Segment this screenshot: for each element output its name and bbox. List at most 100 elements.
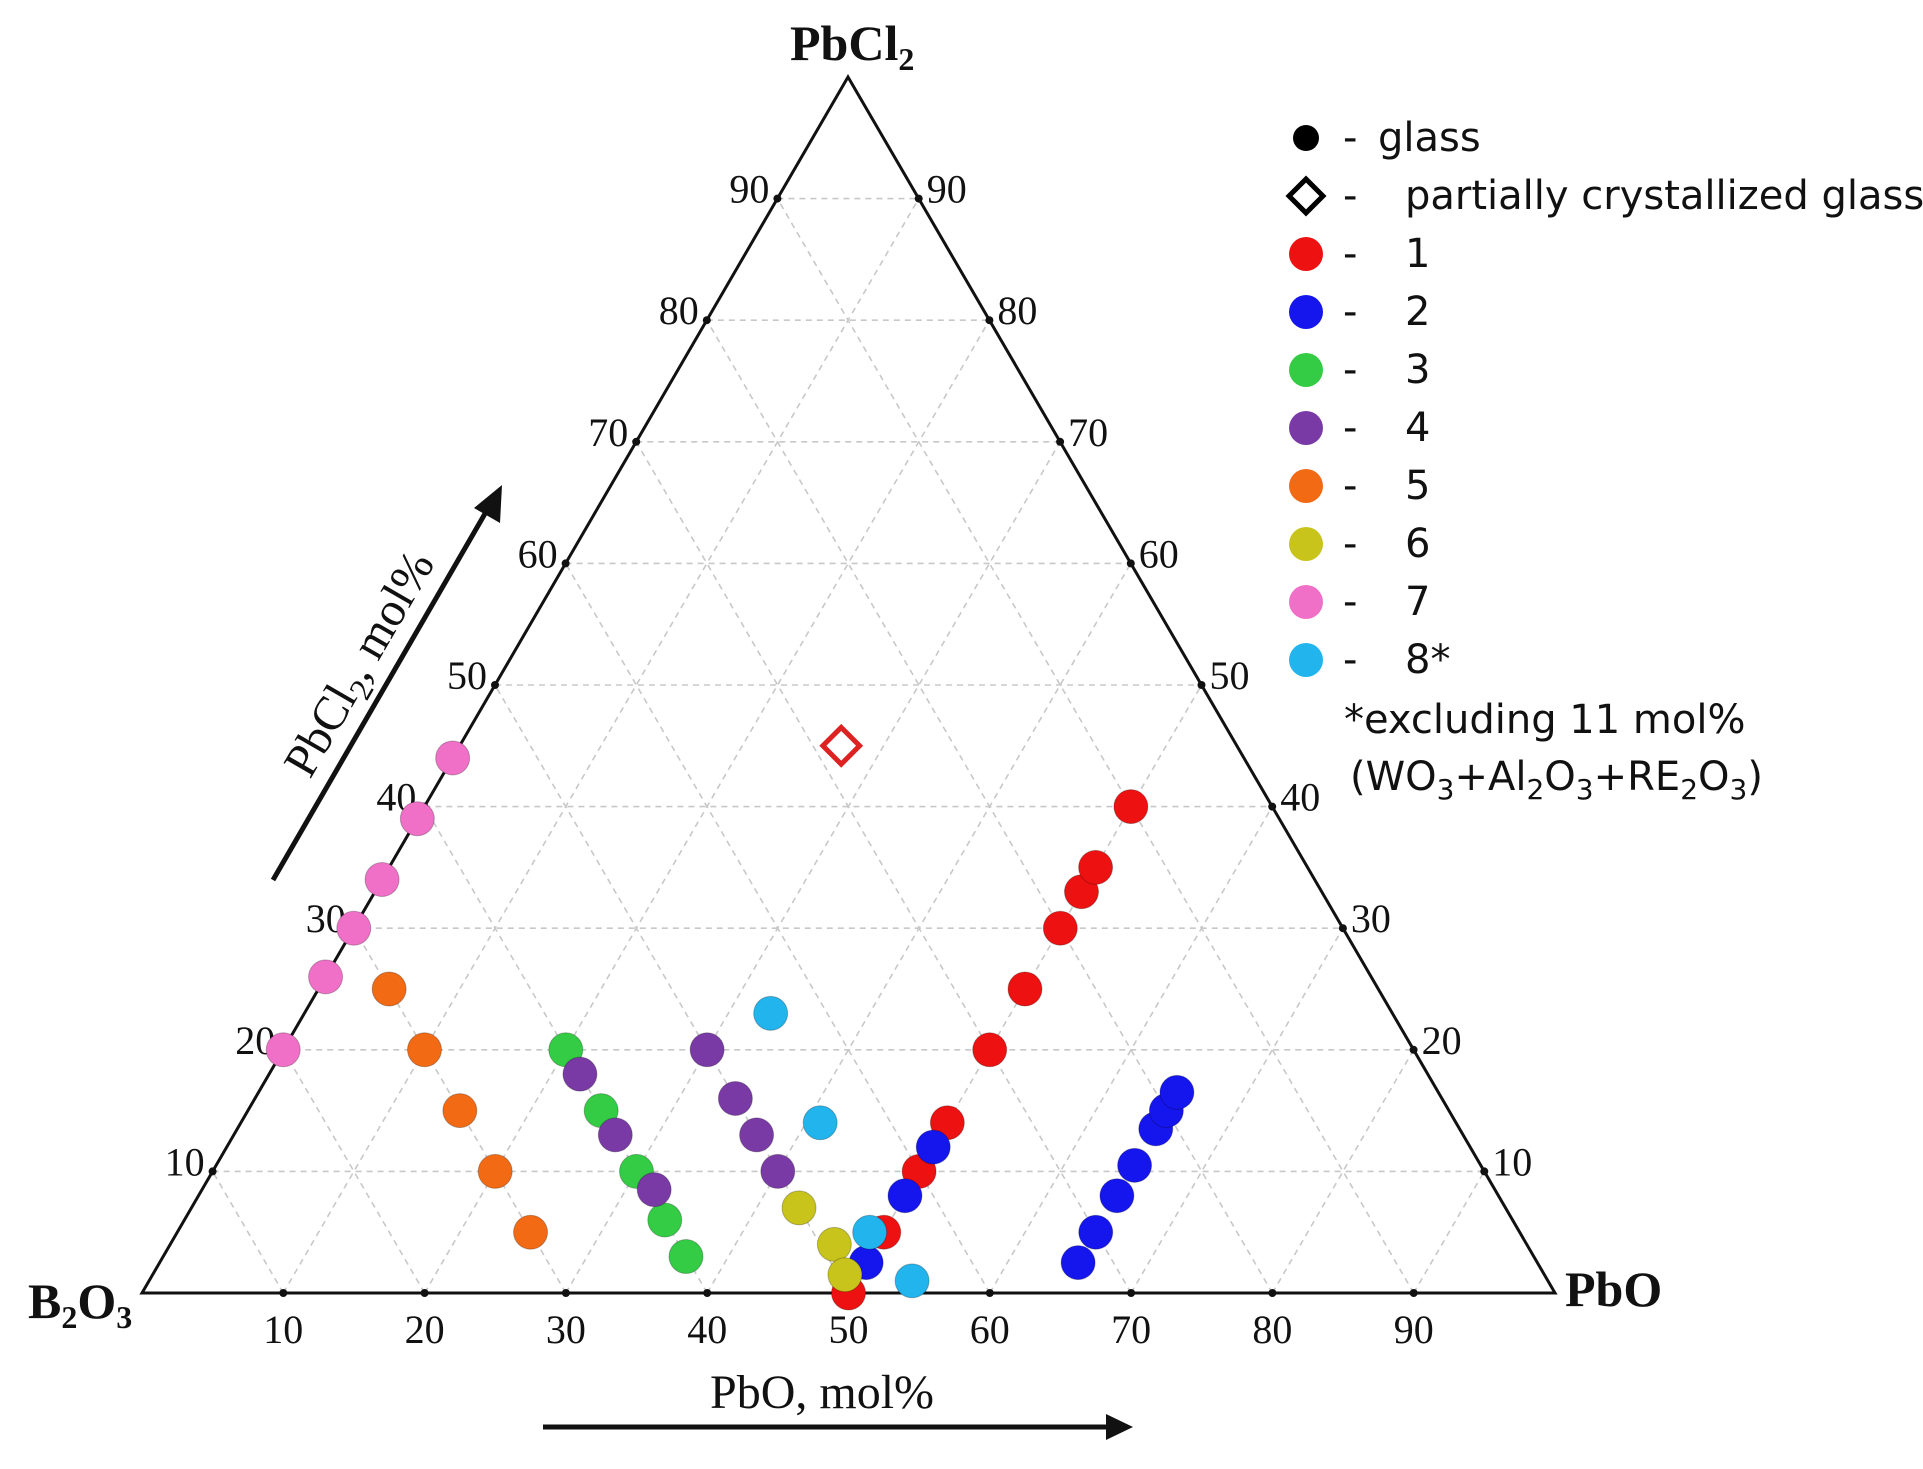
legend-label: 8* [1405, 637, 1450, 683]
right-tick-label: 10 [1492, 1139, 1532, 1184]
legend-dash: - [1343, 463, 1357, 509]
left-tick-dot [208, 1167, 217, 1176]
series-8-point [852, 1214, 888, 1250]
right-tick-dot [985, 316, 994, 325]
legend-dash: - [1343, 637, 1357, 683]
svg-text:PbCl2, mol%: PbCl2, mol% [274, 542, 450, 789]
series-5-point [371, 971, 407, 1007]
legend-dash: - [1343, 579, 1357, 625]
series-4-point [597, 1117, 633, 1153]
grid-line [1413, 1170, 1485, 1294]
grid-line [564, 562, 991, 1294]
series-1-point [1078, 849, 1114, 885]
left-tick-dot [773, 194, 782, 203]
series-7-point [308, 959, 344, 995]
series-2-point [1159, 1074, 1195, 1110]
legend: - glass-partially crystallized glass- 1- 2-… [1285, 115, 1923, 806]
series-3-point [647, 1202, 683, 1238]
series-1-point [972, 1032, 1008, 1068]
series-5-point [513, 1214, 549, 1250]
legend-label: 5 [1405, 463, 1430, 509]
right-tick-label: 60 [1139, 531, 1179, 576]
right-tick-label: 30 [1351, 896, 1391, 941]
right-tick-dot [1338, 924, 1347, 933]
legend-marker [1289, 643, 1323, 677]
legend-label: 1 [1405, 231, 1430, 277]
series-4-point [562, 1056, 598, 1092]
bottom-axis-title: PbO, mol% [710, 1366, 934, 1419]
bottom-tick-label: 80 [1252, 1307, 1292, 1352]
left-tick-label: 50 [447, 653, 487, 698]
grid-line [494, 684, 850, 1294]
left-tick-dot [491, 681, 499, 689]
bottom-tick-dot [1127, 1289, 1136, 1297]
series-1-point [1113, 789, 1149, 825]
series-7-point [265, 1032, 301, 1068]
right-tick-label: 20 [1422, 1018, 1462, 1063]
grid-line [211, 1170, 284, 1294]
series-7-point [336, 910, 372, 946]
right-tick-label: 90 [927, 167, 967, 212]
series-5-point [477, 1153, 513, 1189]
legend-marker [1289, 353, 1323, 387]
right-tick-label: 50 [1210, 653, 1250, 698]
legend-marker [1293, 125, 1319, 151]
bottom-tick-label: 30 [546, 1307, 586, 1352]
series-8-point [894, 1263, 930, 1299]
left-tick-dot [632, 437, 641, 446]
series-4-point [760, 1153, 796, 1189]
left-tick-dot [702, 316, 711, 325]
legend-dash: - [1343, 231, 1357, 277]
series-4-point [689, 1032, 725, 1068]
bottom-tick-label: 90 [1394, 1307, 1434, 1352]
legend-marker [1289, 411, 1323, 445]
legend-footnote-line2: (WO3+Al2O3+RE2O3) [1350, 754, 1763, 806]
left-tick-label: 70 [588, 410, 628, 455]
series-2-point [887, 1178, 923, 1214]
points-layer [265, 723, 1195, 1311]
series-6-point [816, 1226, 852, 1262]
grid-line [1130, 927, 1344, 1294]
legend-label: 6 [1405, 521, 1430, 567]
left-tick-label: 80 [659, 288, 699, 333]
left-tick-label: 60 [518, 531, 558, 576]
legend-label: 7 [1405, 579, 1430, 625]
legend-marker [1289, 237, 1323, 271]
left-tick-dot [561, 559, 570, 568]
legend-marker [1289, 469, 1323, 503]
left-tick-label: 10 [165, 1139, 205, 1184]
series-5-point [442, 1093, 478, 1129]
legend-label: 4 [1405, 405, 1430, 451]
series-6-point [781, 1190, 817, 1226]
grid-line [282, 1049, 426, 1294]
right-tick-dot [1197, 681, 1206, 689]
right-tick-dot [914, 194, 923, 203]
legend-marker [1289, 295, 1323, 329]
grid-line [1271, 1049, 1415, 1294]
bottom-tick-label: 60 [970, 1307, 1010, 1352]
series-2-point [1099, 1178, 1135, 1214]
right-tick-label: 40 [1280, 775, 1320, 820]
legend-dash: - [1343, 173, 1357, 219]
series-2-point [1117, 1147, 1153, 1183]
series-1-point [1042, 910, 1078, 946]
legend-marker [1285, 175, 1327, 217]
legend-dash: - [1343, 405, 1357, 451]
legend-label: glass [1378, 115, 1481, 161]
bottom-tick-dot [1409, 1289, 1418, 1297]
right-tick-dot [1268, 802, 1277, 811]
legend-dash: - [1343, 347, 1357, 393]
vertex-left-label: B2O3 [28, 1273, 132, 1335]
right-tick-label: 70 [1068, 410, 1108, 455]
series-4-point [717, 1080, 753, 1116]
vertex-right-label: PbO [1565, 1261, 1662, 1317]
grid-line [706, 562, 1132, 1294]
left-tick-label: 90 [729, 167, 769, 212]
series-3-point [668, 1239, 704, 1275]
series-6-point [827, 1257, 863, 1293]
bottom-tick-label: 70 [1111, 1307, 1151, 1352]
bottom-tick-dot [1268, 1289, 1277, 1297]
grid-line [847, 684, 1203, 1294]
